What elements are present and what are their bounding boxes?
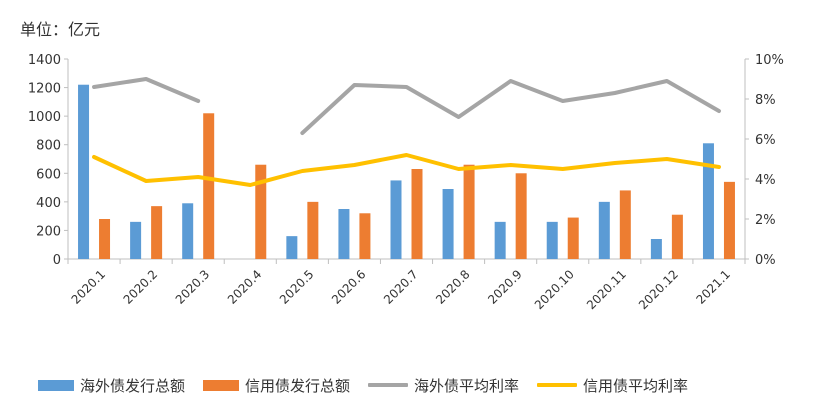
legend-label: 海外债发行总额 xyxy=(80,376,186,395)
bar-credit-bond-issuance xyxy=(723,181,735,259)
right-tick-label: 0% xyxy=(755,253,776,268)
x-tick-label: 2021.1 xyxy=(693,267,733,307)
legend: 海外债发行总额 信用债发行总额 海外债平均利率 信用债平均利率 xyxy=(38,372,798,398)
bar-credit-bond-issuance xyxy=(307,201,319,259)
left-tick-label: 800 xyxy=(36,139,61,154)
left-tick-label: 0 xyxy=(53,253,61,268)
x-tick-label: 2020.2 xyxy=(121,267,161,307)
bar-credit-bond-issuance xyxy=(671,214,683,259)
bar-credit-bond-issuance xyxy=(411,169,423,259)
x-tick-label: 2020.6 xyxy=(329,267,369,307)
bar-overseas-bond-issuance xyxy=(702,143,714,259)
legend-swatch xyxy=(203,379,240,391)
right-tick-label: 2% xyxy=(755,213,776,228)
x-tick-label: 2020.12 xyxy=(636,267,681,312)
credit-bond-rate-line xyxy=(92,153,721,187)
left-tick-label: 1400 xyxy=(28,53,61,68)
right-tick-label: 10% xyxy=(755,53,784,68)
bar-credit-bond-issuance xyxy=(99,219,111,259)
overseas-bond-rate-line xyxy=(92,77,201,103)
legend-item: 信用债平均利率 xyxy=(537,375,688,396)
legend-swatch xyxy=(368,383,409,387)
left-tick-label: 400 xyxy=(36,196,61,211)
bar-overseas-bond-issuance xyxy=(650,239,662,259)
bar-overseas-bond-issuance xyxy=(130,221,142,259)
x-tick-label: 2020.10 xyxy=(532,267,577,312)
left-tick-label: 1200 xyxy=(28,82,61,97)
legend-item: 海外债发行总额 xyxy=(38,375,185,396)
legend-label: 信用债平均利率 xyxy=(583,376,689,395)
overseas-bond-rate-line xyxy=(300,79,721,135)
bar-overseas-bond-issuance xyxy=(78,84,90,259)
bar-credit-bond-issuance xyxy=(463,164,475,259)
right-tick-label: 4% xyxy=(755,173,776,188)
bar-credit-bond-issuance xyxy=(567,217,579,259)
legend-item: 信用债发行总额 xyxy=(203,375,350,396)
legend-swatch xyxy=(537,383,578,387)
bar-overseas-bond-issuance xyxy=(390,180,402,259)
x-tick-label: 2020.4 xyxy=(225,267,265,307)
x-tick-label: 2020.11 xyxy=(584,267,629,312)
bar-credit-bond-issuance xyxy=(515,173,527,259)
right-tick-label: 6% xyxy=(755,133,776,148)
x-tick-label: 2020.3 xyxy=(173,267,213,307)
bar-credit-bond-issuance xyxy=(151,206,163,259)
bar-credit-bond-issuance xyxy=(359,213,371,259)
bar-credit-bond-issuance xyxy=(619,190,631,259)
bar-credit-bond-issuance xyxy=(255,164,267,259)
unit-label: 单位：亿元 xyxy=(20,20,101,39)
x-tick-label: 2020.1 xyxy=(69,267,109,307)
combo-chart: 0 200 400 600 800 1000 1200 1400 0% 2% 4% 6% 8% 10% 20… xyxy=(28,53,784,312)
bar-overseas-bond-issuance xyxy=(182,203,194,259)
legend-swatch xyxy=(38,379,74,391)
right-tick-label: 8% xyxy=(755,93,776,108)
bar-overseas-bond-issuance xyxy=(442,189,454,259)
bar-overseas-bond-issuance xyxy=(598,201,610,259)
x-tick-label: 2020.7 xyxy=(381,267,421,307)
left-tick-label: 600 xyxy=(36,167,61,182)
legend-label: 信用债发行总额 xyxy=(245,376,351,395)
left-tick-label: 1000 xyxy=(28,110,61,125)
left-tick-label: 200 xyxy=(36,224,61,239)
bar-overseas-bond-issuance xyxy=(286,236,298,259)
bar-credit-bond-issuance xyxy=(203,113,215,260)
x-tick-label: 2020.8 xyxy=(433,267,473,307)
x-tick-label: 2020.9 xyxy=(485,267,525,307)
bar-overseas-bond-issuance xyxy=(494,221,506,259)
bar-overseas-bond-issuance xyxy=(338,209,350,259)
x-tick-label: 2020.5 xyxy=(277,267,317,307)
legend-item: 海外债平均利率 xyxy=(368,375,519,396)
bar-overseas-bond-issuance xyxy=(546,221,558,259)
legend-label: 海外债平均利率 xyxy=(414,376,520,395)
